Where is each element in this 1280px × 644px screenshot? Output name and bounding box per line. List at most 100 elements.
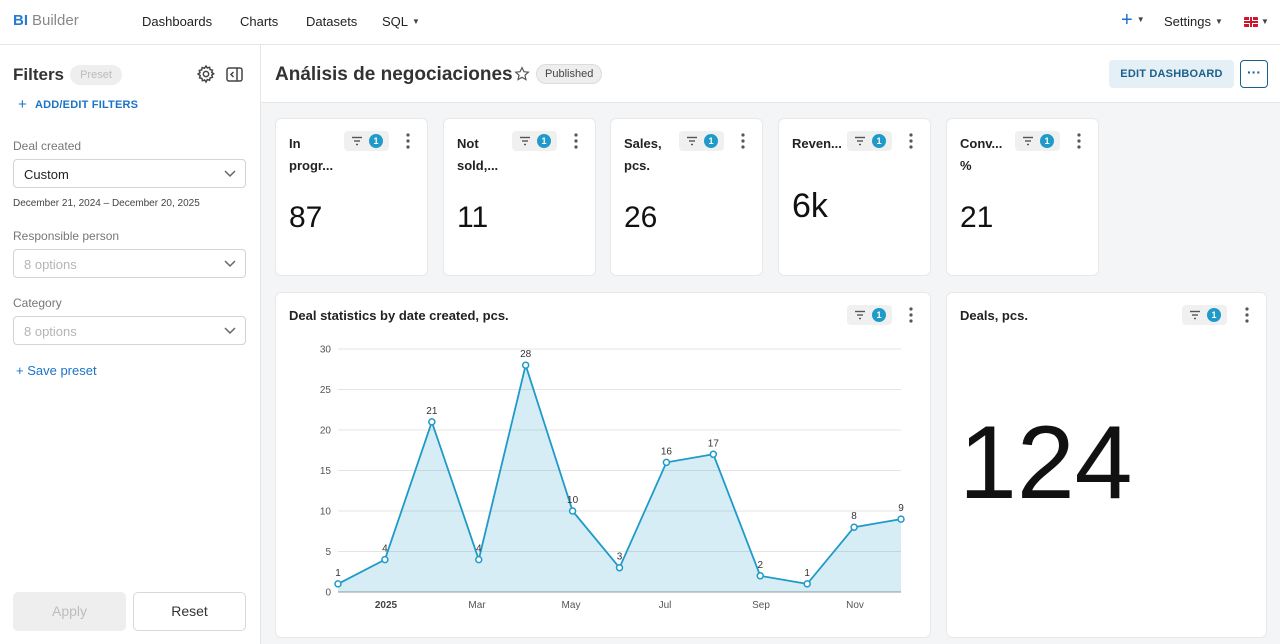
kebab-menu-icon[interactable] bbox=[909, 133, 913, 149]
kpi-title: Sales, pcs. bbox=[624, 136, 662, 173]
data-label: 4 bbox=[382, 544, 388, 555]
star-icon[interactable] bbox=[514, 66, 530, 82]
filter-indicator[interactable]: 1 bbox=[679, 131, 724, 151]
kpi-value: 6k bbox=[792, 187, 828, 225]
data-point bbox=[334, 580, 342, 588]
kebab-menu-icon[interactable] bbox=[909, 307, 913, 323]
reset-button[interactable]: Reset bbox=[133, 592, 246, 631]
kpi-card-in-progress: In progr... 1 87 bbox=[275, 118, 428, 276]
create-new-button[interactable]: + ▼ bbox=[1121, 9, 1145, 31]
kpi-card-sales: Sales, pcs. 1 26 bbox=[610, 118, 763, 276]
data-label: 4 bbox=[476, 544, 482, 555]
collapse-sidebar-icon[interactable] bbox=[226, 67, 243, 82]
apply-button[interactable]: Apply bbox=[13, 592, 126, 631]
category-select[interactable]: 8 options bbox=[13, 316, 246, 345]
filter-icon bbox=[1190, 310, 1200, 320]
filter-icon bbox=[687, 136, 697, 146]
filter-icon bbox=[855, 310, 865, 320]
kebab-menu-icon[interactable] bbox=[741, 133, 745, 149]
settings-menu[interactable]: Settings ▼ bbox=[1164, 14, 1223, 29]
nav-charts[interactable]: Charts bbox=[240, 14, 279, 29]
edit-dashboard-button[interactable]: EDIT DASHBOARD bbox=[1109, 60, 1234, 88]
data-label: 1 bbox=[335, 568, 341, 579]
y-tick-label: 10 bbox=[320, 507, 332, 518]
data-label: 16 bbox=[661, 446, 673, 457]
filter-indicator[interactable]: 1 bbox=[847, 305, 892, 325]
chevron-down-icon bbox=[224, 327, 236, 335]
data-point bbox=[521, 361, 530, 369]
data-label: 1 bbox=[804, 568, 810, 579]
kebab-menu-icon[interactable] bbox=[1245, 307, 1249, 323]
deal-created-label: Deal created bbox=[13, 139, 82, 153]
deals-card-title: Deals, pcs. bbox=[960, 308, 1028, 323]
kpi-title: Not sold,... bbox=[457, 136, 499, 173]
save-preset-button[interactable]: + Save preset bbox=[16, 363, 97, 378]
data-point bbox=[709, 450, 718, 459]
kebab-menu-icon[interactable] bbox=[406, 133, 410, 149]
x-tick-label: Sep bbox=[752, 600, 770, 611]
data-point bbox=[381, 555, 389, 564]
status-badge: Published bbox=[536, 64, 603, 84]
x-tick-label: 2025 bbox=[375, 600, 398, 611]
data-label: 21 bbox=[426, 406, 438, 417]
chart-title: Deal statistics by date created, pcs. bbox=[289, 308, 509, 323]
app-logo[interactable]: BI Builder bbox=[13, 12, 79, 29]
dashboard-title: Análisis de negociaciones bbox=[275, 64, 513, 85]
filter-indicator[interactable]: 1 bbox=[512, 131, 557, 151]
language-flag-icon[interactable] bbox=[1244, 17, 1258, 27]
data-label: 17 bbox=[708, 438, 720, 449]
y-tick-label: 20 bbox=[320, 426, 332, 437]
y-tick-label: 5 bbox=[325, 547, 331, 558]
responsible-person-select[interactable]: 8 options bbox=[13, 249, 246, 278]
responsible-person-label: Responsible person bbox=[13, 229, 120, 243]
filter-indicator[interactable]: 1 bbox=[847, 131, 892, 151]
y-tick-label: 30 bbox=[320, 345, 332, 356]
deals-count-value: 124 bbox=[959, 405, 1133, 521]
chevron-down-icon: ▼ bbox=[1136, 15, 1145, 24]
chevron-down-icon: ▼ bbox=[1214, 17, 1223, 26]
kebab-menu-icon[interactable] bbox=[1077, 133, 1081, 149]
kebab-menu-icon[interactable] bbox=[574, 133, 578, 149]
filter-indicator[interactable]: 1 bbox=[344, 131, 389, 151]
kpi-value: 87 bbox=[289, 201, 323, 234]
filter-indicator[interactable]: 1 bbox=[1182, 305, 1227, 325]
filter-icon bbox=[352, 136, 362, 146]
data-label: 28 bbox=[520, 349, 532, 360]
filter-indicator[interactable]: 1 bbox=[1015, 131, 1060, 151]
nav-datasets[interactable]: Datasets bbox=[306, 14, 358, 29]
more-options-button[interactable]: ··· bbox=[1240, 60, 1268, 88]
data-point bbox=[850, 523, 858, 531]
data-point bbox=[615, 563, 624, 572]
kpi-card-revenue: Reven... 1 6k bbox=[778, 118, 931, 276]
preset-badge: Preset bbox=[70, 65, 122, 85]
x-tick-label: Nov bbox=[846, 600, 864, 611]
data-point bbox=[475, 555, 483, 564]
kpi-card-conversion: Conv...% 1 21 bbox=[946, 118, 1099, 276]
data-label: 2 bbox=[757, 560, 763, 571]
nav-sql[interactable]: SQL ▼ bbox=[382, 14, 420, 29]
data-point bbox=[662, 458, 671, 467]
chevron-down-icon: ▼ bbox=[1261, 17, 1269, 26]
chevron-down-icon bbox=[224, 170, 236, 178]
gear-icon[interactable] bbox=[196, 64, 216, 84]
add-edit-filters-button[interactable]: + ADD/EDIT FILTERS bbox=[18, 96, 139, 113]
kpi-value: 21 bbox=[960, 201, 994, 234]
kpi-title: Conv...% bbox=[960, 136, 1003, 173]
kpi-title: In progr... bbox=[289, 136, 334, 173]
kpi-title: Reven... bbox=[792, 136, 842, 151]
filter-icon bbox=[520, 136, 530, 146]
date-range-text: December 21, 2024 – December 20, 2025 bbox=[13, 198, 200, 209]
y-tick-label: 0 bbox=[325, 588, 331, 599]
filters-title: Filters bbox=[13, 65, 65, 84]
filter-icon bbox=[855, 136, 865, 146]
data-point bbox=[897, 515, 905, 523]
deal-statistics-chart-card: Deal statistics by date created, pcs. 1 … bbox=[275, 292, 931, 638]
deal-created-select[interactable]: Custom bbox=[13, 159, 246, 188]
x-tick-label: May bbox=[562, 600, 581, 611]
data-label: 9 bbox=[898, 503, 904, 514]
data-point bbox=[428, 418, 436, 426]
nav-dashboards[interactable]: Dashboards bbox=[142, 14, 213, 29]
x-tick-label: Jul bbox=[659, 600, 672, 611]
deals-count-card: Deals, pcs. 1 124 bbox=[946, 292, 1267, 638]
